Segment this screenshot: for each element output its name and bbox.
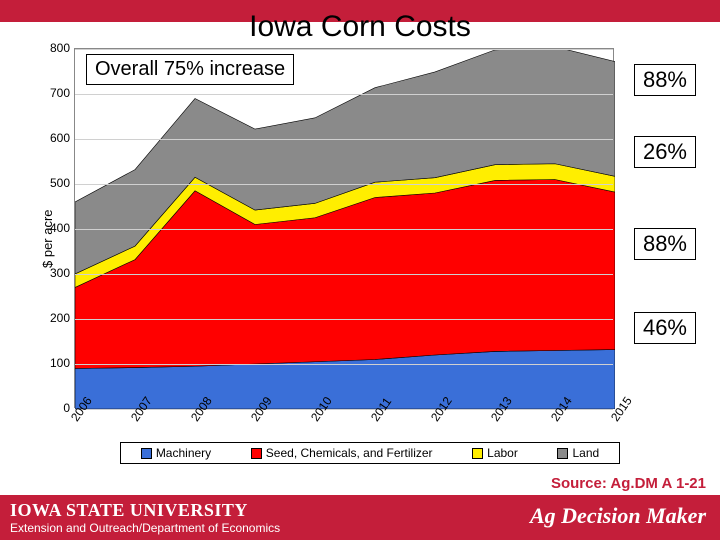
gridline <box>75 49 613 50</box>
overall-annotation: Overall 75% increase <box>86 54 294 85</box>
pct-annotation: 88% <box>634 64 696 96</box>
y-tick-label: 700 <box>36 86 70 100</box>
legend-item: Seed, Chemicals, and Fertilizer <box>251 446 433 460</box>
legend-swatch <box>557 448 568 459</box>
pct-annotation: 88% <box>634 228 696 260</box>
y-tick-label: 600 <box>36 131 70 145</box>
legend-item: Labor <box>472 446 518 460</box>
chart-legend: Machinery Seed, Chemicals, and Fertilizer… <box>120 442 620 464</box>
gridline <box>75 364 613 365</box>
gridline <box>75 184 613 185</box>
legend-label: Machinery <box>156 446 211 460</box>
legend-label: Land <box>572 446 599 460</box>
slide-title: Iowa Corn Costs <box>0 10 720 44</box>
legend-label: Labor <box>487 446 518 460</box>
chart-container: $ per acre Overall 75% increase 0 100 200 3… <box>30 48 620 448</box>
extension-dept: Extension and Outreach/Department of Eco… <box>10 521 280 535</box>
y-tick-label: 500 <box>36 176 70 190</box>
y-tick-label: 100 <box>36 356 70 370</box>
gridline <box>75 409 613 410</box>
gridline <box>75 274 613 275</box>
y-tick-label: 0 <box>36 401 70 415</box>
isu-wordmark: IOWA STATE UNIVERSITY <box>10 500 248 521</box>
y-axis-label: $ per acre <box>40 209 55 268</box>
source-label: Source: Ag.DM A 1-21 <box>551 475 706 492</box>
legend-swatch <box>251 448 262 459</box>
gridline <box>75 319 613 320</box>
legend-item: Machinery <box>141 446 211 460</box>
footer-bar: IOWA STATE UNIVERSITY Extension and Outr… <box>0 495 720 540</box>
y-tick-label: 400 <box>36 221 70 235</box>
legend-swatch <box>141 448 152 459</box>
gridline <box>75 94 613 95</box>
y-tick-label: 800 <box>36 41 70 55</box>
pct-annotation: 46% <box>634 312 696 344</box>
legend-item: Land <box>557 446 599 460</box>
y-tick-label: 300 <box>36 266 70 280</box>
y-tick-label: 200 <box>36 311 70 325</box>
plot-area <box>74 48 614 408</box>
gridline <box>75 229 613 230</box>
legend-swatch <box>472 448 483 459</box>
pct-annotation: 26% <box>634 136 696 168</box>
gridline <box>75 139 613 140</box>
legend-label: Seed, Chemicals, and Fertilizer <box>266 446 433 460</box>
ag-decision-maker: Ag Decision Maker <box>530 503 706 529</box>
